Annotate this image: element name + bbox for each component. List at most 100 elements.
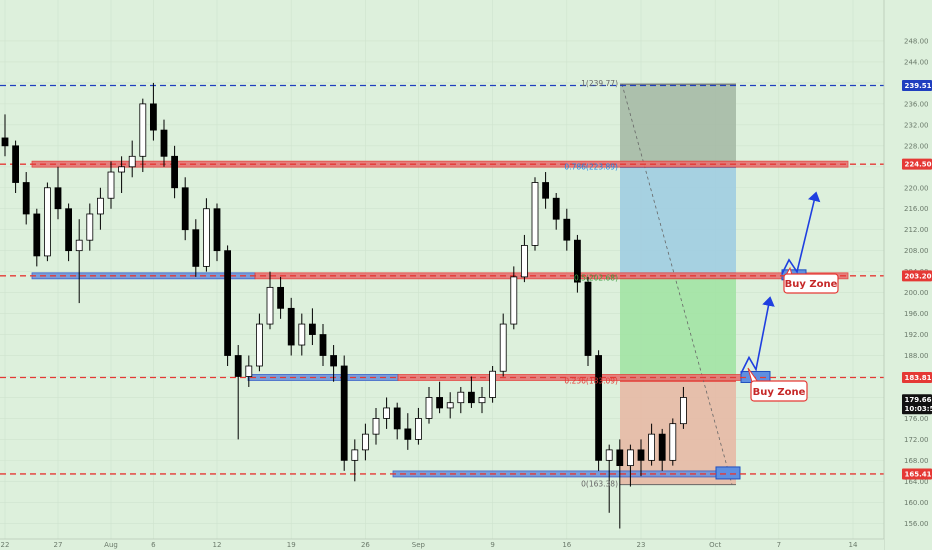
arrow-upper [781,191,821,275]
candle-25 [266,271,274,330]
candle-10 [107,161,115,209]
candle-body-11 [118,166,125,173]
candle-body-19 [202,208,210,267]
candle-23 [245,355,253,387]
candle-body-23 [245,365,253,377]
candle-body-32 [340,365,348,461]
arrow-lower [740,296,775,374]
candle-body-61 [648,433,655,461]
price-tag-0: 239.51 [902,79,932,91]
candle-body-31 [330,355,338,367]
candle-30 [319,324,327,366]
candle-body-38 [404,428,412,440]
candle-body-29 [308,323,316,335]
price-tick-23: 156.00 [904,520,929,528]
candle-58 [616,439,624,529]
candle-body-36 [383,407,391,419]
candle-body-42 [446,402,454,409]
time-tick-5: 19 [287,541,296,549]
candle-14 [149,82,157,141]
candle-body-22 [234,355,242,377]
candle-34 [361,423,369,461]
candle-40 [425,386,433,424]
time-tick-4: 12 [213,541,222,549]
time-tick-0: 22 [1,541,10,549]
candle-2 [22,172,30,225]
candle-64 [680,386,687,429]
fib-zone-2 [620,278,736,382]
candle-body-39 [414,418,422,440]
price-tick-5: 228.00 [904,142,929,150]
countdown-label: 10:03:53 [905,405,932,413]
candle-50 [531,177,539,251]
candle-body-25 [266,286,274,325]
price-tick-18: 176.00 [904,415,929,423]
fib-zone-0 [620,84,736,168]
candle-54 [574,234,581,293]
price-tag-bg-0 [902,79,932,91]
candle-body-40 [425,397,433,419]
price-tick-9: 212.00 [904,226,929,234]
price-tick-22: 160.00 [904,499,929,507]
price-axis[interactable]: 248.00244.00240.00236.00232.00228.00224.… [883,0,932,550]
horizontal-levels [0,84,884,475]
candle-body-15 [160,129,168,157]
price-tick-7: 220.00 [904,184,929,192]
candle-62 [658,428,666,471]
candle-body-52 [552,197,560,220]
candle-63 [669,418,677,466]
candle-body-10 [107,171,115,199]
candle-19 [202,198,210,272]
price-tick-19: 172.00 [904,436,929,444]
candle-body-45 [478,397,486,404]
time-axis-bg [0,539,884,550]
candle-body-27 [287,307,295,346]
candle-body-14 [149,103,157,131]
candle-body-21 [224,250,232,356]
candle-45 [478,386,486,414]
candle-60 [637,439,645,477]
candle-28 [298,313,306,356]
candle-body-1 [12,145,20,183]
projection-arrows [740,191,821,374]
time-tick-8: 9 [490,541,494,549]
candle-body-34 [361,433,369,451]
price-tag-label-2: 203.20 [905,272,932,280]
candle-body-62 [658,433,666,461]
price-tag-4: 165.41 [902,468,932,480]
candle-37 [393,402,401,440]
candle-body-16 [171,155,179,189]
time-tick-13: 14 [849,541,858,549]
time-tick-1: 27 [54,541,63,549]
price-tag-bg-2 [902,270,932,282]
candle-20 [213,203,221,262]
candle-39 [414,407,422,445]
buy-zone-callout-upper: Buy Zone [783,266,839,294]
candle-47 [499,313,507,377]
time-tick-10: 23 [637,541,646,549]
candle-29 [308,308,316,346]
candle-body-30 [319,334,327,356]
candle-body-57 [605,449,613,461]
candle-body-6 [65,208,72,252]
price-tag-label-4: 165.41 [905,470,932,478]
candle-body-50 [531,182,539,246]
candle-57 [605,444,613,513]
candle-body-48 [510,276,518,325]
candle-body-63 [669,423,677,461]
candle-3 [33,208,41,267]
candle-body-8 [86,213,94,241]
time-tick-3: 6 [151,541,156,549]
candle-body-56 [595,355,602,461]
candle-38 [404,413,412,450]
candle-0 [1,114,9,157]
price-tag-1: 224.50 [902,158,932,170]
price-tick-1: 244.00 [904,58,929,66]
fibonacci-labels: 1(239.77) 0.786(223.89) 0.5(202.68) 0.236(1… [564,79,618,488]
candle-body-59 [627,449,634,467]
candle-5 [54,166,62,220]
time-axis[interactable]: 22 27 Aug 6 12 19 26 Sep 9 16 23 Oct 7 14 [0,538,884,550]
candle-body-54 [574,239,581,283]
candle-59 [627,444,634,487]
